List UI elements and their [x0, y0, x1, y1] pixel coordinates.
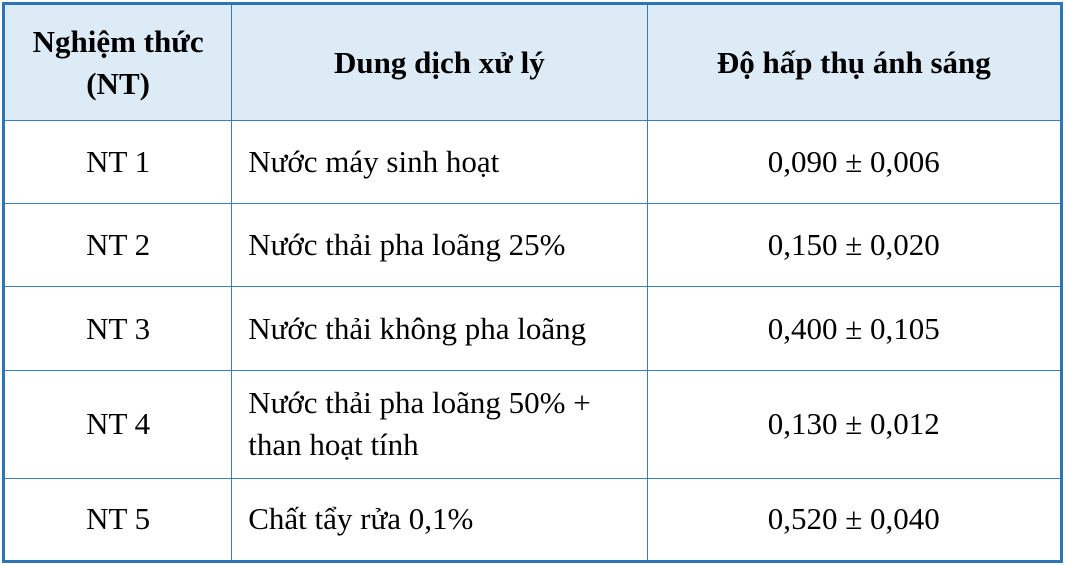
- table-cell: Nước thải pha loãng 25%: [231, 203, 648, 288]
- table-cell: 0,520 ± 0,040: [646, 477, 1063, 563]
- table-cell: Nước thải không pha loãng: [231, 286, 648, 371]
- table-cell: NT 3: [2, 286, 233, 371]
- table-cell: NT 1: [2, 120, 233, 205]
- table-row: NT 5 Chất tẩy rửa 0,1% 0,520 ± 0,040: [2, 477, 1063, 563]
- table-row: NT 1 Nước máy sinh hoạt 0,090 ± 0,006: [2, 120, 1063, 205]
- table-cell: Nước thải pha loãng 50% + than hoạt tính: [231, 369, 648, 479]
- table-cell: NT 2: [2, 203, 233, 288]
- header-cell: Nghiệm thức (NT): [2, 2, 233, 122]
- table-cell: 0,090 ± 0,006: [646, 120, 1063, 205]
- table-cell: 0,150 ± 0,020: [646, 203, 1063, 288]
- table-cell: NT 4: [2, 369, 233, 479]
- header-cell: Độ hấp thụ ánh sáng: [646, 2, 1063, 122]
- table-cell: 0,130 ± 0,012: [646, 369, 1063, 479]
- table-row: NT 4 Nước thải pha loãng 50% + than hoạt …: [2, 369, 1063, 479]
- table-row: NT 2 Nước thải pha loãng 25% 0,150 ± 0,020: [2, 203, 1063, 288]
- table-cell: Nước máy sinh hoạt: [231, 120, 648, 205]
- table-cell: Chất tẩy rửa 0,1%: [231, 477, 648, 563]
- header-cell: Dung dịch xử lý: [231, 2, 648, 122]
- table-cell: 0,400 ± 0,105: [646, 286, 1063, 371]
- table-row: NT 3 Nước thải không pha loãng 0,400 ± 0,1…: [2, 286, 1063, 371]
- table-cell: NT 5: [2, 477, 233, 563]
- header-row: Nghiệm thức (NT) Dung dịch xử lý Độ hấp th…: [2, 2, 1063, 122]
